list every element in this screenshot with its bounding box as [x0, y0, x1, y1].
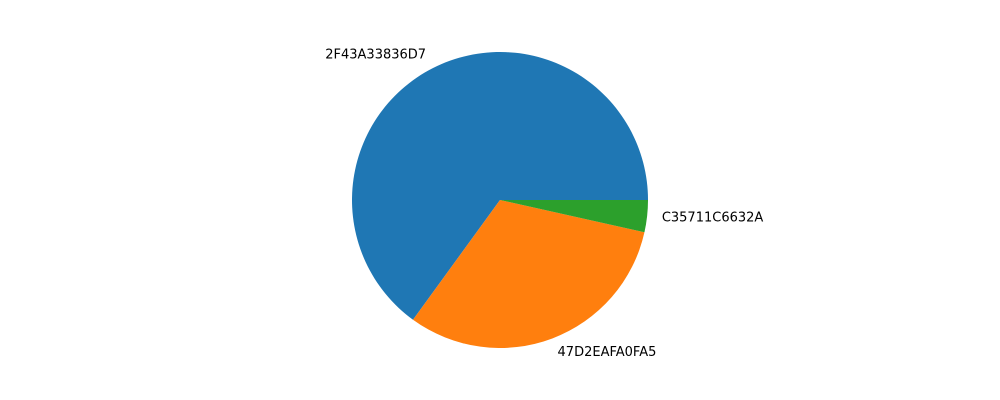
pie-slice-47d2eafa0fa5 [413, 200, 645, 348]
pie-slice-c35711c6632a [500, 200, 648, 233]
pie-slices [352, 52, 648, 348]
pie-labels: 2F43A33836D7 47D2EAFA0FA5 C35711C6632A [325, 47, 763, 359]
pie-slice-2f43a33836d7 [352, 52, 648, 320]
pie-label-c35711c6632a: C35711C6632A [662, 210, 764, 225]
pie-label-47d2eafa0fa5: 47D2EAFA0FA5 [558, 345, 657, 360]
pie-label-2f43a33836d7: 2F43A33836D7 [325, 47, 426, 62]
